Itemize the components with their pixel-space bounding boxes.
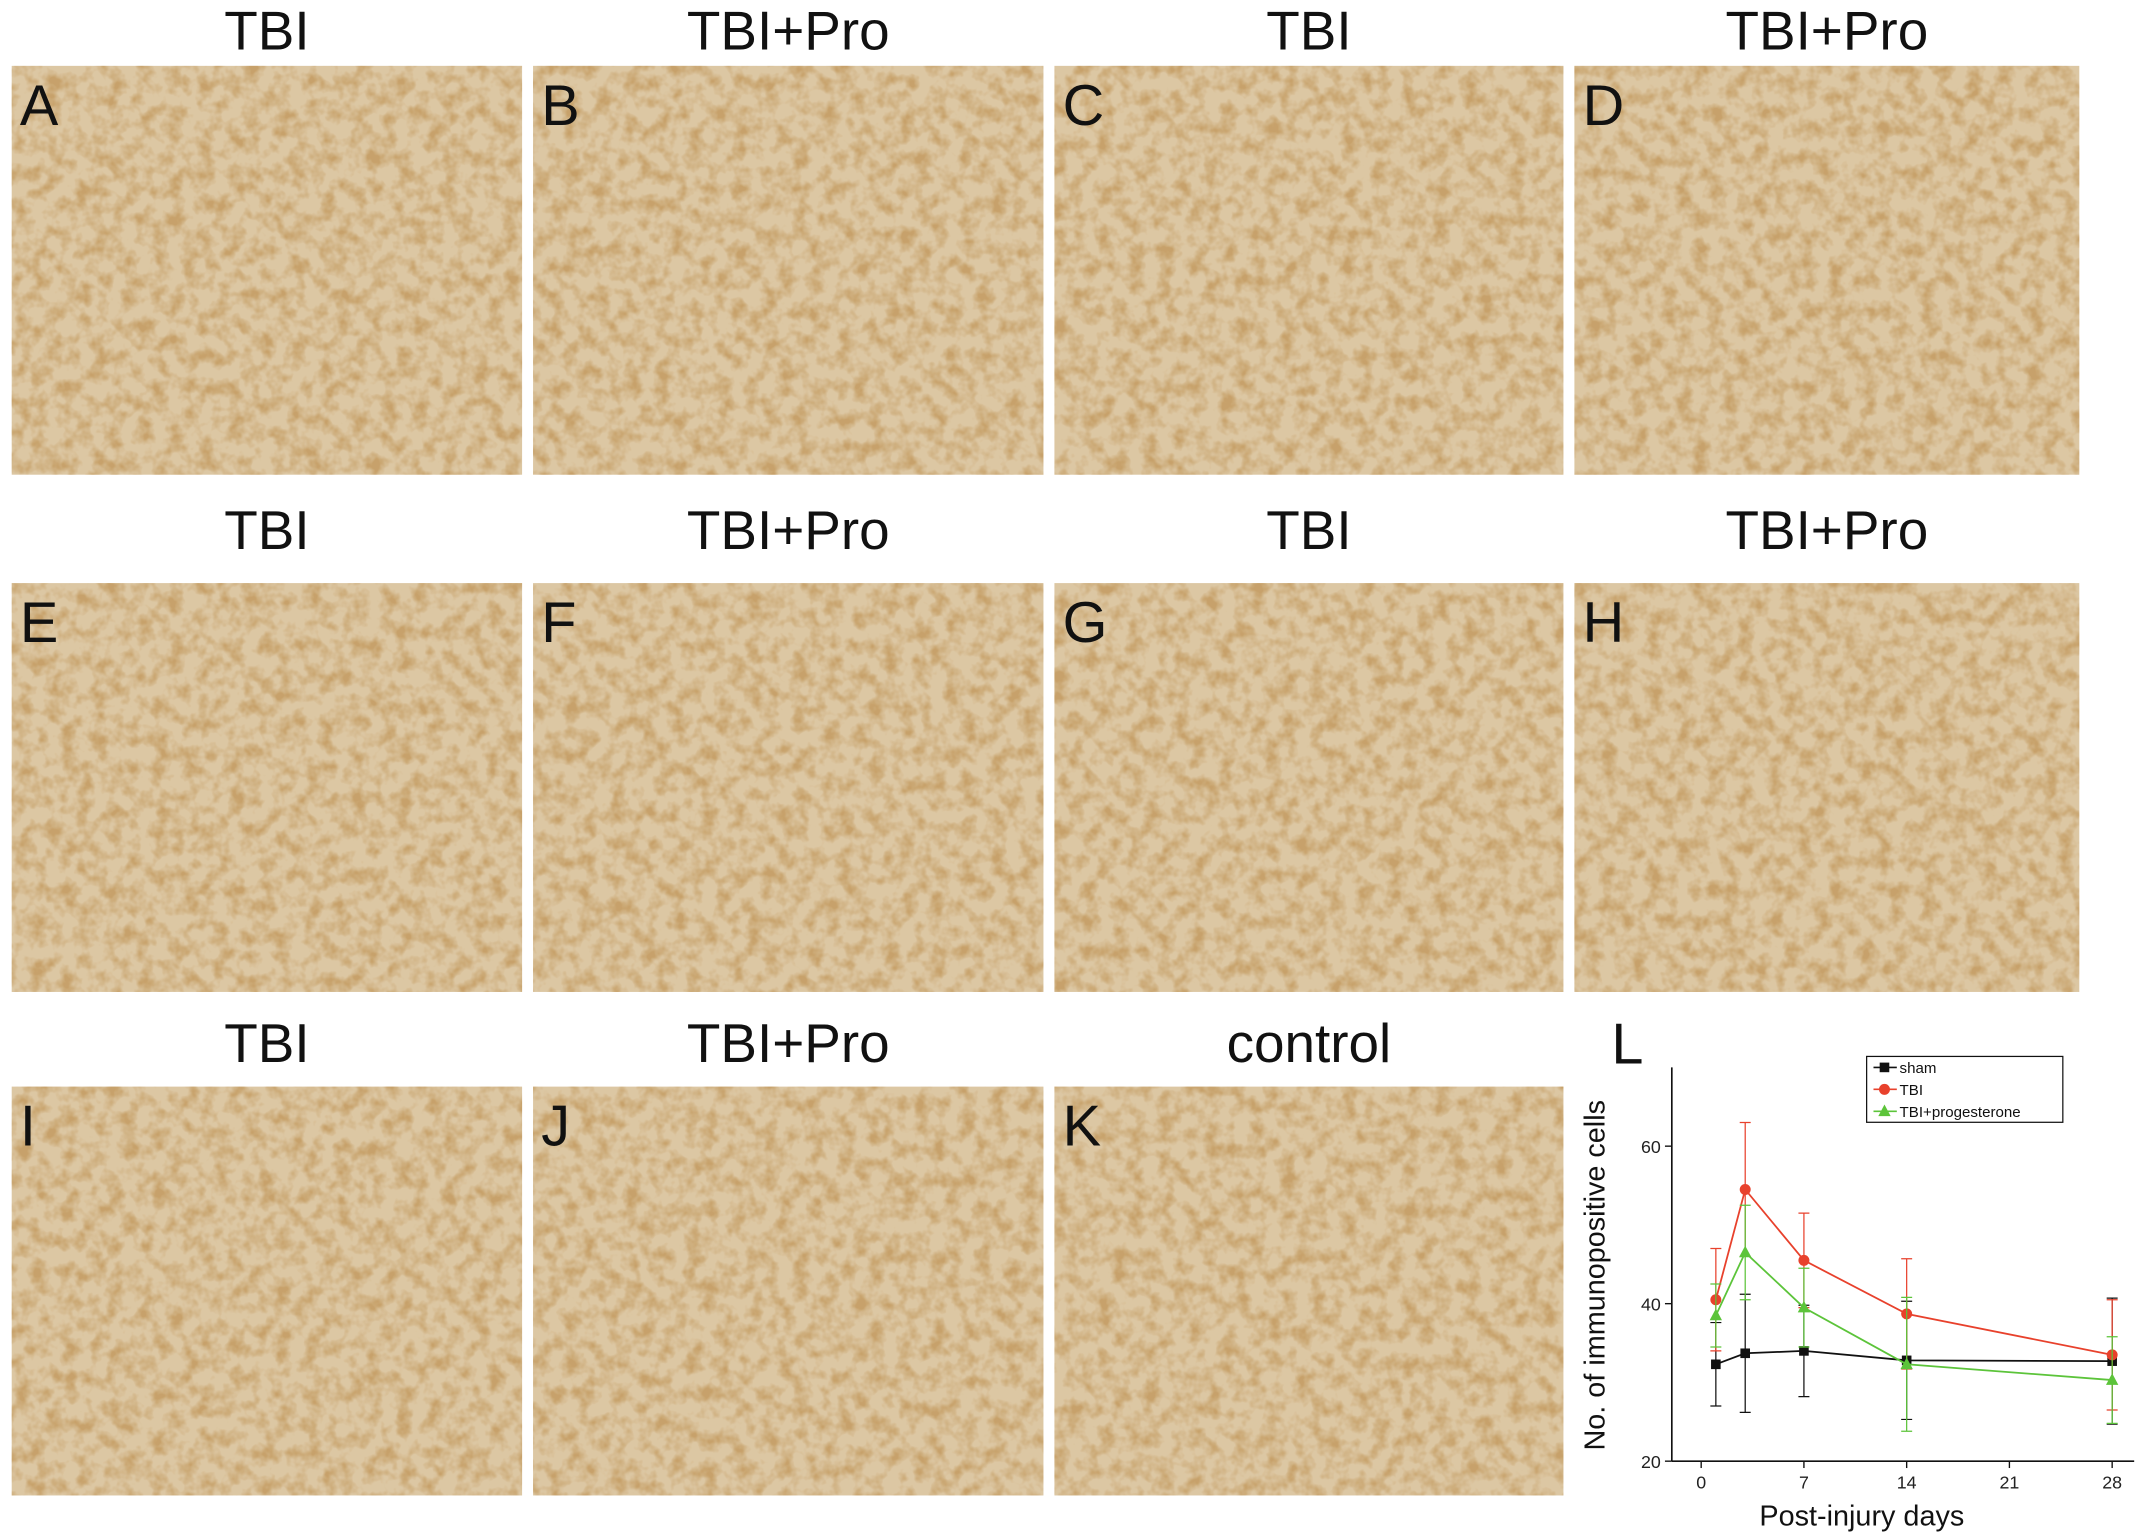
panel-letter: H (1583, 591, 1625, 655)
micrograph-texture (1574, 583, 2080, 992)
series (1710, 1121, 2118, 1411)
panel-letter: J (541, 1095, 570, 1159)
x-tick-label: 0 (1696, 1473, 1706, 1493)
micrograph-panel (11, 65, 523, 475)
marker (2105, 1373, 2119, 1385)
panel-letter: L (1611, 1012, 1643, 1076)
micrograph-texture (533, 583, 1044, 992)
marker (1878, 1104, 1891, 1117)
panel-letter: D (1583, 74, 1625, 138)
panel-letter: E (20, 591, 58, 655)
panel-letter: G (1063, 591, 1108, 655)
legend-label: TBI (1900, 1082, 1923, 1099)
micrograph-panel (1054, 1086, 1564, 1496)
marker (1900, 1357, 1913, 1370)
micrograph-texture (1054, 583, 1564, 992)
micrograph-texture (1054, 1086, 1564, 1496)
panel-title: TBI (224, 1012, 309, 1074)
series (1710, 1293, 2118, 1425)
panel-title: control (1227, 1012, 1392, 1074)
marker (1799, 1346, 1809, 1356)
panel-title: TBI (224, 499, 309, 561)
legend-box (1866, 1055, 2064, 1123)
micrograph-panel (1054, 583, 1564, 992)
panel-title: TBI (224, 0, 309, 61)
micrograph-panel (533, 65, 1044, 475)
marker (1879, 1062, 1890, 1073)
x-axis-label: Post-injury days (1759, 1501, 1964, 1533)
panel-letter: F (541, 591, 576, 655)
series (1709, 1204, 2119, 1432)
micrograph-panel (533, 583, 1044, 992)
micrograph-panel (1574, 583, 2080, 992)
y-tick-label: 40 (1641, 1295, 1661, 1315)
micrograph-panel (11, 1086, 523, 1496)
marker (1739, 1183, 1751, 1195)
micrograph-texture (11, 1086, 523, 1496)
marker (1709, 1308, 1723, 1321)
panel-letter: I (20, 1095, 36, 1159)
marker (1797, 1300, 1811, 1313)
series-line (1715, 1350, 2113, 1366)
micrograph-texture (533, 1086, 1044, 1496)
legend-label: TBI+progesterone (1900, 1104, 2021, 1121)
panel-title: TBI+Pro (1725, 499, 1928, 561)
panel-title: TBI (1266, 499, 1351, 561)
panel-letter: K (1063, 1095, 1101, 1159)
micrograph-panel (1054, 65, 1564, 475)
micrograph-texture (11, 65, 523, 475)
y-axis-label: No. of immunopositive cells (1580, 1100, 1612, 1451)
series-line (1714, 1187, 2113, 1356)
panel-title: TBI+Pro (687, 1012, 890, 1074)
micrograph-texture (1574, 65, 2080, 475)
x-tick-label: 28 (2102, 1473, 2122, 1493)
y-tick-label: 20 (1641, 1452, 1661, 1472)
marker (1740, 1348, 1751, 1359)
micrograph-texture (533, 65, 1044, 475)
legend-label: sham (1900, 1060, 1937, 1077)
panel-letter: C (1063, 74, 1105, 138)
x-tick-label: 7 (1799, 1473, 1809, 1493)
panel-title: TBI (1266, 0, 1351, 61)
panel-letter: B (541, 74, 579, 138)
panel-title: TBI+Pro (1725, 0, 1928, 61)
panel-letter: A (20, 74, 59, 138)
micrograph-panel (533, 1086, 1044, 1496)
y-tick-label: 60 (1641, 1137, 1661, 1157)
marker (1798, 1254, 1810, 1266)
micrograph-panel (1574, 65, 2080, 475)
micrograph-texture (11, 583, 523, 992)
x-tick-label: 14 (1897, 1473, 1917, 1493)
marker (1739, 1245, 1752, 1258)
x-tick-label: 21 (1999, 1473, 2019, 1493)
marker (1711, 1359, 1721, 1370)
micrograph-texture (1054, 65, 1564, 475)
micrograph-panel (11, 583, 523, 992)
marker (1878, 1083, 1890, 1095)
panel-title: TBI+Pro (687, 499, 890, 561)
panel-title: TBI+Pro (687, 0, 890, 61)
